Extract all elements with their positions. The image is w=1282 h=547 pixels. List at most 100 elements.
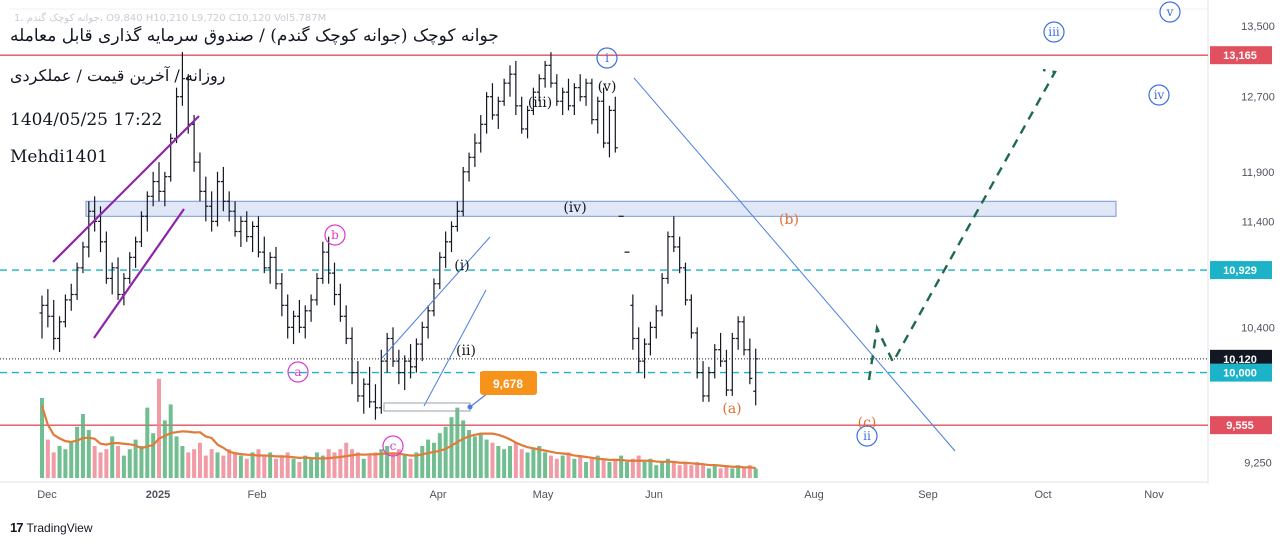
- volume-bar: [92, 446, 97, 478]
- volume-bar: [303, 455, 308, 478]
- volume-bar: [227, 449, 232, 478]
- volume-bar: [420, 446, 425, 478]
- price-badge-bg: [1210, 416, 1272, 435]
- rising-line-upper: [381, 236, 491, 359]
- wave-circle: [1159, 1, 1181, 23]
- wave-text: (v): [598, 79, 617, 95]
- ohlc-bar: [419, 321, 425, 362]
- volume-bar: [636, 455, 641, 478]
- tradingview-brand[interactable]: 17 TradingView: [10, 520, 93, 535]
- channel-upper-line: [52, 115, 200, 263]
- volume-bar: [554, 458, 559, 478]
- ohlc-bar: [115, 257, 121, 300]
- volume-bar: [320, 455, 325, 478]
- ohlc-bar: [168, 133, 174, 182]
- tradingview-name: TradingView: [26, 520, 93, 535]
- volume-bar: [385, 446, 390, 478]
- wave-label-iv: iv: [1148, 84, 1170, 106]
- wave-label-i: i: [596, 47, 618, 69]
- wave-circle: [1148, 84, 1170, 106]
- price-badge: 10,000: [1210, 363, 1272, 382]
- price-callout: 9,678: [467, 371, 537, 410]
- volume-bar: [367, 455, 372, 478]
- wave-label-iv: (iv): [563, 200, 586, 216]
- wave-label-iii: (iii): [528, 95, 552, 111]
- ohlc-bar: [279, 273, 285, 317]
- volume-bar: [157, 378, 161, 478]
- ohlc-bar: [326, 236, 332, 284]
- support-resistance-zone: [85, 200, 1117, 217]
- wave-label-ii: (ii): [456, 343, 476, 359]
- time-tick-label: Aug: [804, 489, 824, 501]
- wave-text: a: [294, 365, 301, 379]
- time-tick-label: Sep: [918, 489, 938, 501]
- volume-bar: [192, 449, 197, 478]
- volume-bar: [215, 452, 220, 478]
- volume-bar: [753, 468, 758, 478]
- ohlc-bar: [683, 262, 688, 306]
- ohlc-bar: [103, 231, 109, 284]
- ohlc-bar: [273, 246, 279, 290]
- ohlc-bar: [413, 338, 419, 373]
- volume-bar: [197, 442, 202, 478]
- volume-bar: [613, 458, 618, 478]
- volume-bar: [238, 455, 243, 478]
- wave-label-ii: ii: [856, 425, 878, 447]
- ohlc-bar: [507, 65, 513, 97]
- price-tick-label: 12,700: [1241, 92, 1275, 104]
- ohlc-bar: [753, 348, 759, 406]
- ohlc-bar: [606, 105, 612, 158]
- volume-bar: [262, 455, 267, 478]
- ohlc-bar: [144, 191, 150, 232]
- ohlc-bar: [747, 338, 753, 385]
- volume-bar: [607, 462, 612, 478]
- ohlc-bar: [513, 60, 519, 116]
- ohlc-bar: [501, 78, 507, 106]
- volume-bar: [63, 449, 68, 478]
- volume-bar: [472, 436, 477, 478]
- volume-bar: [373, 452, 378, 478]
- time-tick-label: 2025: [146, 489, 170, 501]
- ohlc-bar: [372, 384, 378, 420]
- ohlc-bar: [560, 87, 566, 116]
- volume-bar: [69, 442, 74, 478]
- volume-bar: [601, 458, 606, 478]
- volume-bar: [560, 455, 565, 478]
- ohlc-bar: [349, 327, 355, 385]
- volume-bar: [701, 465, 706, 478]
- volume-bar: [151, 433, 156, 478]
- ohlc-bar: [694, 327, 700, 379]
- volume-bar: [133, 439, 138, 478]
- ohlc-bar: [636, 327, 642, 373]
- wave-text: iv: [1154, 88, 1165, 102]
- time-tick-label: May: [533, 489, 554, 501]
- volume-bar: [683, 462, 688, 478]
- chart-author: Mehdi1401: [10, 147, 108, 167]
- wave-text: (c): [858, 415, 877, 431]
- volume-bar: [180, 446, 185, 478]
- volume-bar: [127, 449, 132, 478]
- volume-bar: [139, 446, 144, 478]
- ohlc-bar: [179, 52, 185, 106]
- ohlc-bar: [285, 294, 291, 339]
- ohlc-bar: [138, 211, 144, 247]
- price-badge: 13,165: [1210, 46, 1272, 65]
- volume-bar: [718, 468, 723, 478]
- volume-bar: [326, 449, 331, 478]
- ohlc-bar: [296, 299, 302, 333]
- wave-label-a: a: [287, 361, 309, 383]
- price-tick-label: 10,400: [1241, 322, 1275, 334]
- volume-bar: [467, 430, 472, 478]
- ohlc-bar: [706, 366, 712, 402]
- price-badge: 10,929: [1210, 261, 1272, 280]
- ohlc-bar: [741, 316, 747, 356]
- wave-label-c: (c): [858, 415, 877, 431]
- ohlc-bar: [150, 171, 156, 207]
- ohlc-bar: [642, 338, 648, 379]
- volume-bar: [625, 462, 629, 478]
- volume-bar: [86, 430, 91, 478]
- volume-bar: [396, 449, 401, 478]
- wave-circle: [382, 435, 404, 457]
- ohlc-bar: [255, 216, 261, 258]
